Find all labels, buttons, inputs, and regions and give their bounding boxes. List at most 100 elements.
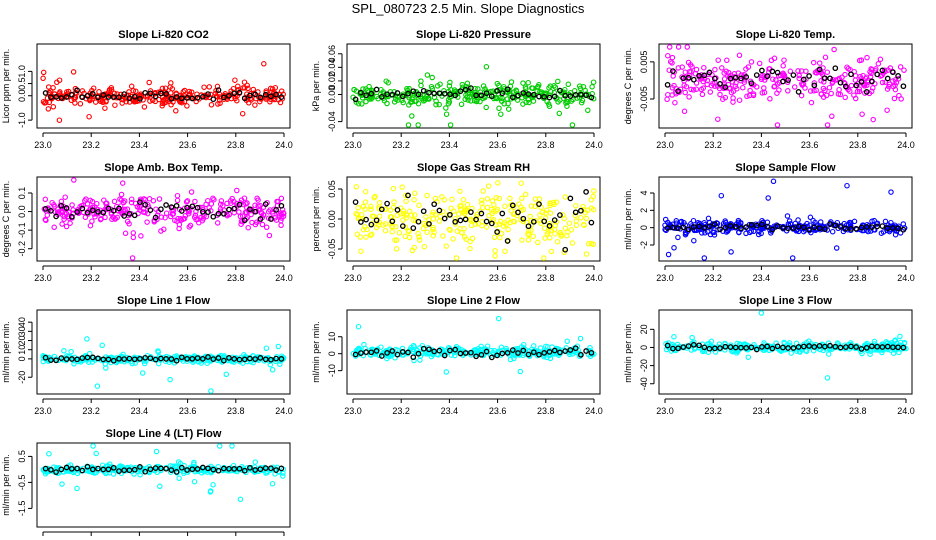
- data-point: [489, 218, 495, 224]
- chart-title: Slope Line 4 (LT) Flow: [106, 428, 222, 440]
- data-point: [590, 79, 597, 85]
- overlay-point: [884, 75, 891, 82]
- overlay-point: [152, 93, 159, 100]
- overlay-point: [483, 348, 490, 355]
- overlay-point: [685, 74, 692, 81]
- overlay-point: [126, 467, 133, 474]
- overlay-point: [468, 349, 474, 356]
- data-point: [402, 233, 408, 240]
- data-point: [675, 234, 681, 241]
- overlay-point: [273, 207, 279, 213]
- x-tick-label: 24.0: [275, 406, 293, 416]
- data-point: [400, 210, 407, 217]
- overlay-point: [722, 343, 729, 350]
- data-point: [417, 357, 423, 363]
- data-point: [261, 61, 267, 67]
- data-point: [394, 212, 401, 219]
- data-point: [852, 95, 859, 102]
- data-point: [499, 347, 505, 354]
- overlay-point: [226, 92, 232, 99]
- overlay-point: [168, 356, 175, 362]
- overlay-point: [89, 354, 96, 361]
- y-tick-label: -40: [639, 377, 649, 390]
- data-point: [391, 99, 398, 105]
- data-point: [666, 44, 673, 50]
- overlay-point: [884, 343, 891, 350]
- overlay-point: [53, 469, 59, 475]
- x-tick-label: 23.2: [704, 273, 722, 283]
- overlay-point: [583, 92, 589, 99]
- data-point: [787, 68, 794, 75]
- overlay-point: [241, 95, 248, 102]
- overlay-point: [68, 91, 75, 98]
- data-point: [784, 341, 791, 348]
- data-point: [103, 200, 109, 207]
- overlay-point: [738, 75, 744, 82]
- overlay-point: [874, 223, 881, 230]
- x-axis: 23.023.223.423.623.824.0: [34, 531, 293, 540]
- y-axis: -0.2 -0.1 0.0 0.1: [17, 187, 33, 256]
- y-tick-label: 20: [639, 324, 649, 334]
- data-point: [82, 214, 89, 221]
- data-point: [90, 443, 96, 449]
- overlay-point: [247, 92, 253, 99]
- overlay-point: [711, 75, 718, 82]
- data-point: [64, 89, 70, 95]
- data-point: [194, 91, 200, 97]
- overlay-point: [131, 93, 138, 100]
- data-point: [223, 211, 230, 218]
- overlay-point: [457, 217, 464, 224]
- data-point: [864, 347, 871, 354]
- overlay-point: [551, 217, 558, 223]
- overlay-point: [900, 83, 907, 90]
- data-point: [112, 215, 118, 222]
- data-point: [128, 83, 135, 90]
- data-point: [547, 83, 554, 89]
- overlay-point: [706, 223, 713, 230]
- data-point: [822, 54, 829, 61]
- data-point: [547, 355, 554, 362]
- data-point: [411, 357, 417, 364]
- data-point: [117, 196, 123, 202]
- overlay-point: [869, 78, 875, 85]
- overlay-point: [378, 206, 385, 213]
- data-point: [774, 122, 781, 128]
- overlay-point: [105, 466, 112, 473]
- data-point: [691, 237, 697, 244]
- data-point: [665, 91, 671, 98]
- overlay-points: [352, 345, 595, 361]
- data-point: [87, 222, 94, 229]
- overlay-point: [131, 212, 138, 219]
- data-point: [208, 102, 215, 108]
- data-point: [158, 228, 164, 234]
- overlay-point: [685, 343, 692, 349]
- overlay-point: [194, 204, 201, 211]
- data-point: [672, 99, 678, 106]
- data-point: [527, 213, 533, 220]
- overlay-point: [827, 221, 833, 228]
- data-point: [270, 210, 276, 217]
- overlay-point: [795, 89, 802, 95]
- overlay-point: [483, 90, 490, 97]
- data-point: [411, 212, 418, 218]
- y-tick-label: 0.00: [327, 210, 337, 228]
- overlay-point: [220, 94, 227, 101]
- overlay-point: [468, 85, 474, 91]
- data-point: [358, 248, 364, 254]
- overlay-point: [509, 94, 516, 101]
- x-tick-label: 23.2: [704, 140, 722, 150]
- data-point: [434, 83, 441, 89]
- data-point: [846, 343, 852, 350]
- overlay-point: [210, 356, 217, 362]
- data-point: [689, 64, 695, 70]
- overlay-point: [499, 210, 506, 217]
- x-tick-label: 23.2: [392, 140, 410, 150]
- data-point: [477, 98, 483, 105]
- data-point: [505, 226, 511, 233]
- data-point: [214, 220, 221, 226]
- overlay-point: [890, 344, 896, 351]
- data-point: [411, 197, 417, 203]
- data-point: [172, 217, 178, 224]
- data-point: [864, 82, 870, 89]
- overlay-point: [58, 466, 65, 473]
